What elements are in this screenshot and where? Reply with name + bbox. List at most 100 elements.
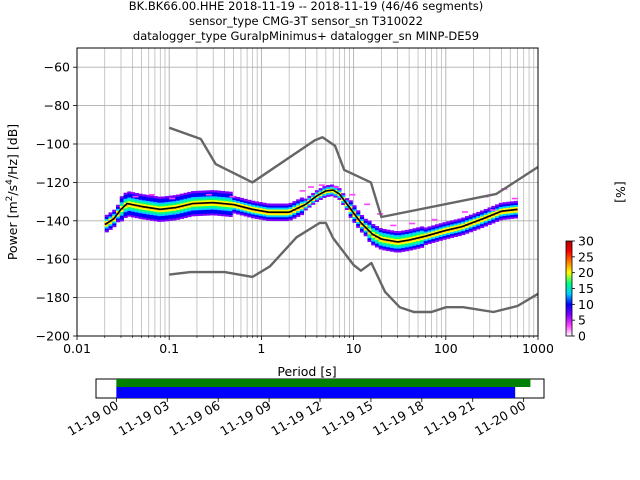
histogram-cell <box>419 226 425 229</box>
histogram-cell <box>442 237 447 240</box>
histogram-cell <box>138 214 143 218</box>
histogram-cell <box>153 213 158 216</box>
colorbar-tick-label: 5 <box>578 313 586 328</box>
histogram-cell <box>510 201 515 204</box>
histogram-cell <box>299 207 305 210</box>
histogram-cell <box>382 246 387 249</box>
histogram-cell <box>247 211 252 214</box>
histogram-cell <box>104 224 109 227</box>
histogram-cell <box>326 192 331 195</box>
histogram-cell <box>221 196 226 199</box>
histogram-cell <box>510 205 515 208</box>
histogram-cell <box>183 215 188 219</box>
colorbar-tick-label: 0 <box>578 329 586 344</box>
histogram-cell <box>431 240 436 243</box>
histogram-cell <box>419 234 425 237</box>
histogram-cell <box>299 210 305 214</box>
histogram-cell <box>389 230 395 233</box>
histogram-cell <box>386 245 391 248</box>
histogram-cell <box>119 203 124 207</box>
histogram-cell <box>284 213 290 216</box>
histogram-cell <box>299 212 305 216</box>
histogram-cell <box>367 235 372 239</box>
histogram-cell <box>506 201 511 204</box>
histogram-cell <box>453 225 458 228</box>
histogram-cell <box>348 211 353 215</box>
histogram-cell <box>221 204 226 207</box>
histogram-cell <box>262 212 267 215</box>
histogram-cell <box>465 216 470 219</box>
histogram-cell <box>389 238 395 241</box>
histogram-cell <box>284 207 290 210</box>
histogram-cell <box>412 233 417 237</box>
histogram-cell <box>506 211 511 214</box>
histogram-cell <box>209 205 214 208</box>
histogram-cell <box>359 230 365 233</box>
histogram-cell <box>232 211 237 214</box>
histogram-cell <box>157 202 162 205</box>
histogram-cell <box>127 212 132 215</box>
histogram-cell <box>281 203 286 206</box>
histogram-cell <box>123 194 128 197</box>
histogram-cell <box>224 210 229 213</box>
histogram-cell <box>416 233 421 236</box>
histogram-cell <box>209 190 214 193</box>
histogram-outlier <box>489 209 496 211</box>
histogram-cell <box>510 212 515 216</box>
histogram-cell <box>337 188 342 191</box>
histogram-cell <box>401 232 406 235</box>
histogram-cell <box>134 212 139 215</box>
x-tick-label: 100 <box>434 341 458 356</box>
histogram-cell <box>371 225 376 229</box>
histogram-cell <box>119 198 124 201</box>
histogram-cell <box>247 205 252 208</box>
histogram-cell <box>119 200 124 203</box>
histogram-cell <box>453 234 458 238</box>
histogram-cell <box>146 214 151 217</box>
histogram-cell <box>412 230 417 233</box>
histogram-cell <box>164 205 169 208</box>
histogram-outlier <box>409 222 416 225</box>
histogram-cell <box>153 205 158 208</box>
histogram-cell <box>487 217 492 220</box>
histogram-cell <box>119 209 124 212</box>
histogram-cell <box>206 203 211 206</box>
histogram-cell <box>258 217 263 220</box>
histogram-cell <box>483 222 488 225</box>
histogram-cell <box>172 202 177 206</box>
histogram-cell <box>209 211 214 214</box>
histogram-cell <box>247 215 252 218</box>
histogram-cell <box>299 209 305 212</box>
histogram-cell <box>179 210 184 214</box>
histogram-cell <box>108 214 113 217</box>
histogram-cell <box>116 206 121 209</box>
histogram-cell <box>393 248 398 251</box>
histogram-cell <box>356 210 361 213</box>
histogram-cell <box>258 202 263 205</box>
histogram-cell <box>307 201 312 204</box>
histogram-cell <box>423 229 428 232</box>
histogram-cell <box>262 218 267 221</box>
histogram-cell <box>131 211 136 214</box>
histogram-cell <box>191 212 196 215</box>
histogram-cell <box>510 214 515 217</box>
histogram-cell <box>389 245 395 248</box>
histogram-cell <box>404 237 410 240</box>
histogram-cell <box>427 228 432 231</box>
histogram-cell <box>341 193 346 196</box>
histogram-cell <box>168 209 173 212</box>
histogram-cell <box>416 242 421 245</box>
histogram-cell <box>314 190 320 193</box>
histogram-cell <box>495 215 500 219</box>
histogram-cell <box>168 201 173 204</box>
histogram-cell <box>322 193 327 197</box>
histogram-cell <box>243 198 248 202</box>
histogram-cell <box>157 206 162 209</box>
histogram-cell <box>371 241 376 244</box>
histogram-cell <box>146 210 151 213</box>
histogram-cell <box>254 201 260 204</box>
histogram-cell <box>161 215 166 218</box>
histogram-cell <box>119 217 124 220</box>
histogram-cell <box>461 217 466 220</box>
